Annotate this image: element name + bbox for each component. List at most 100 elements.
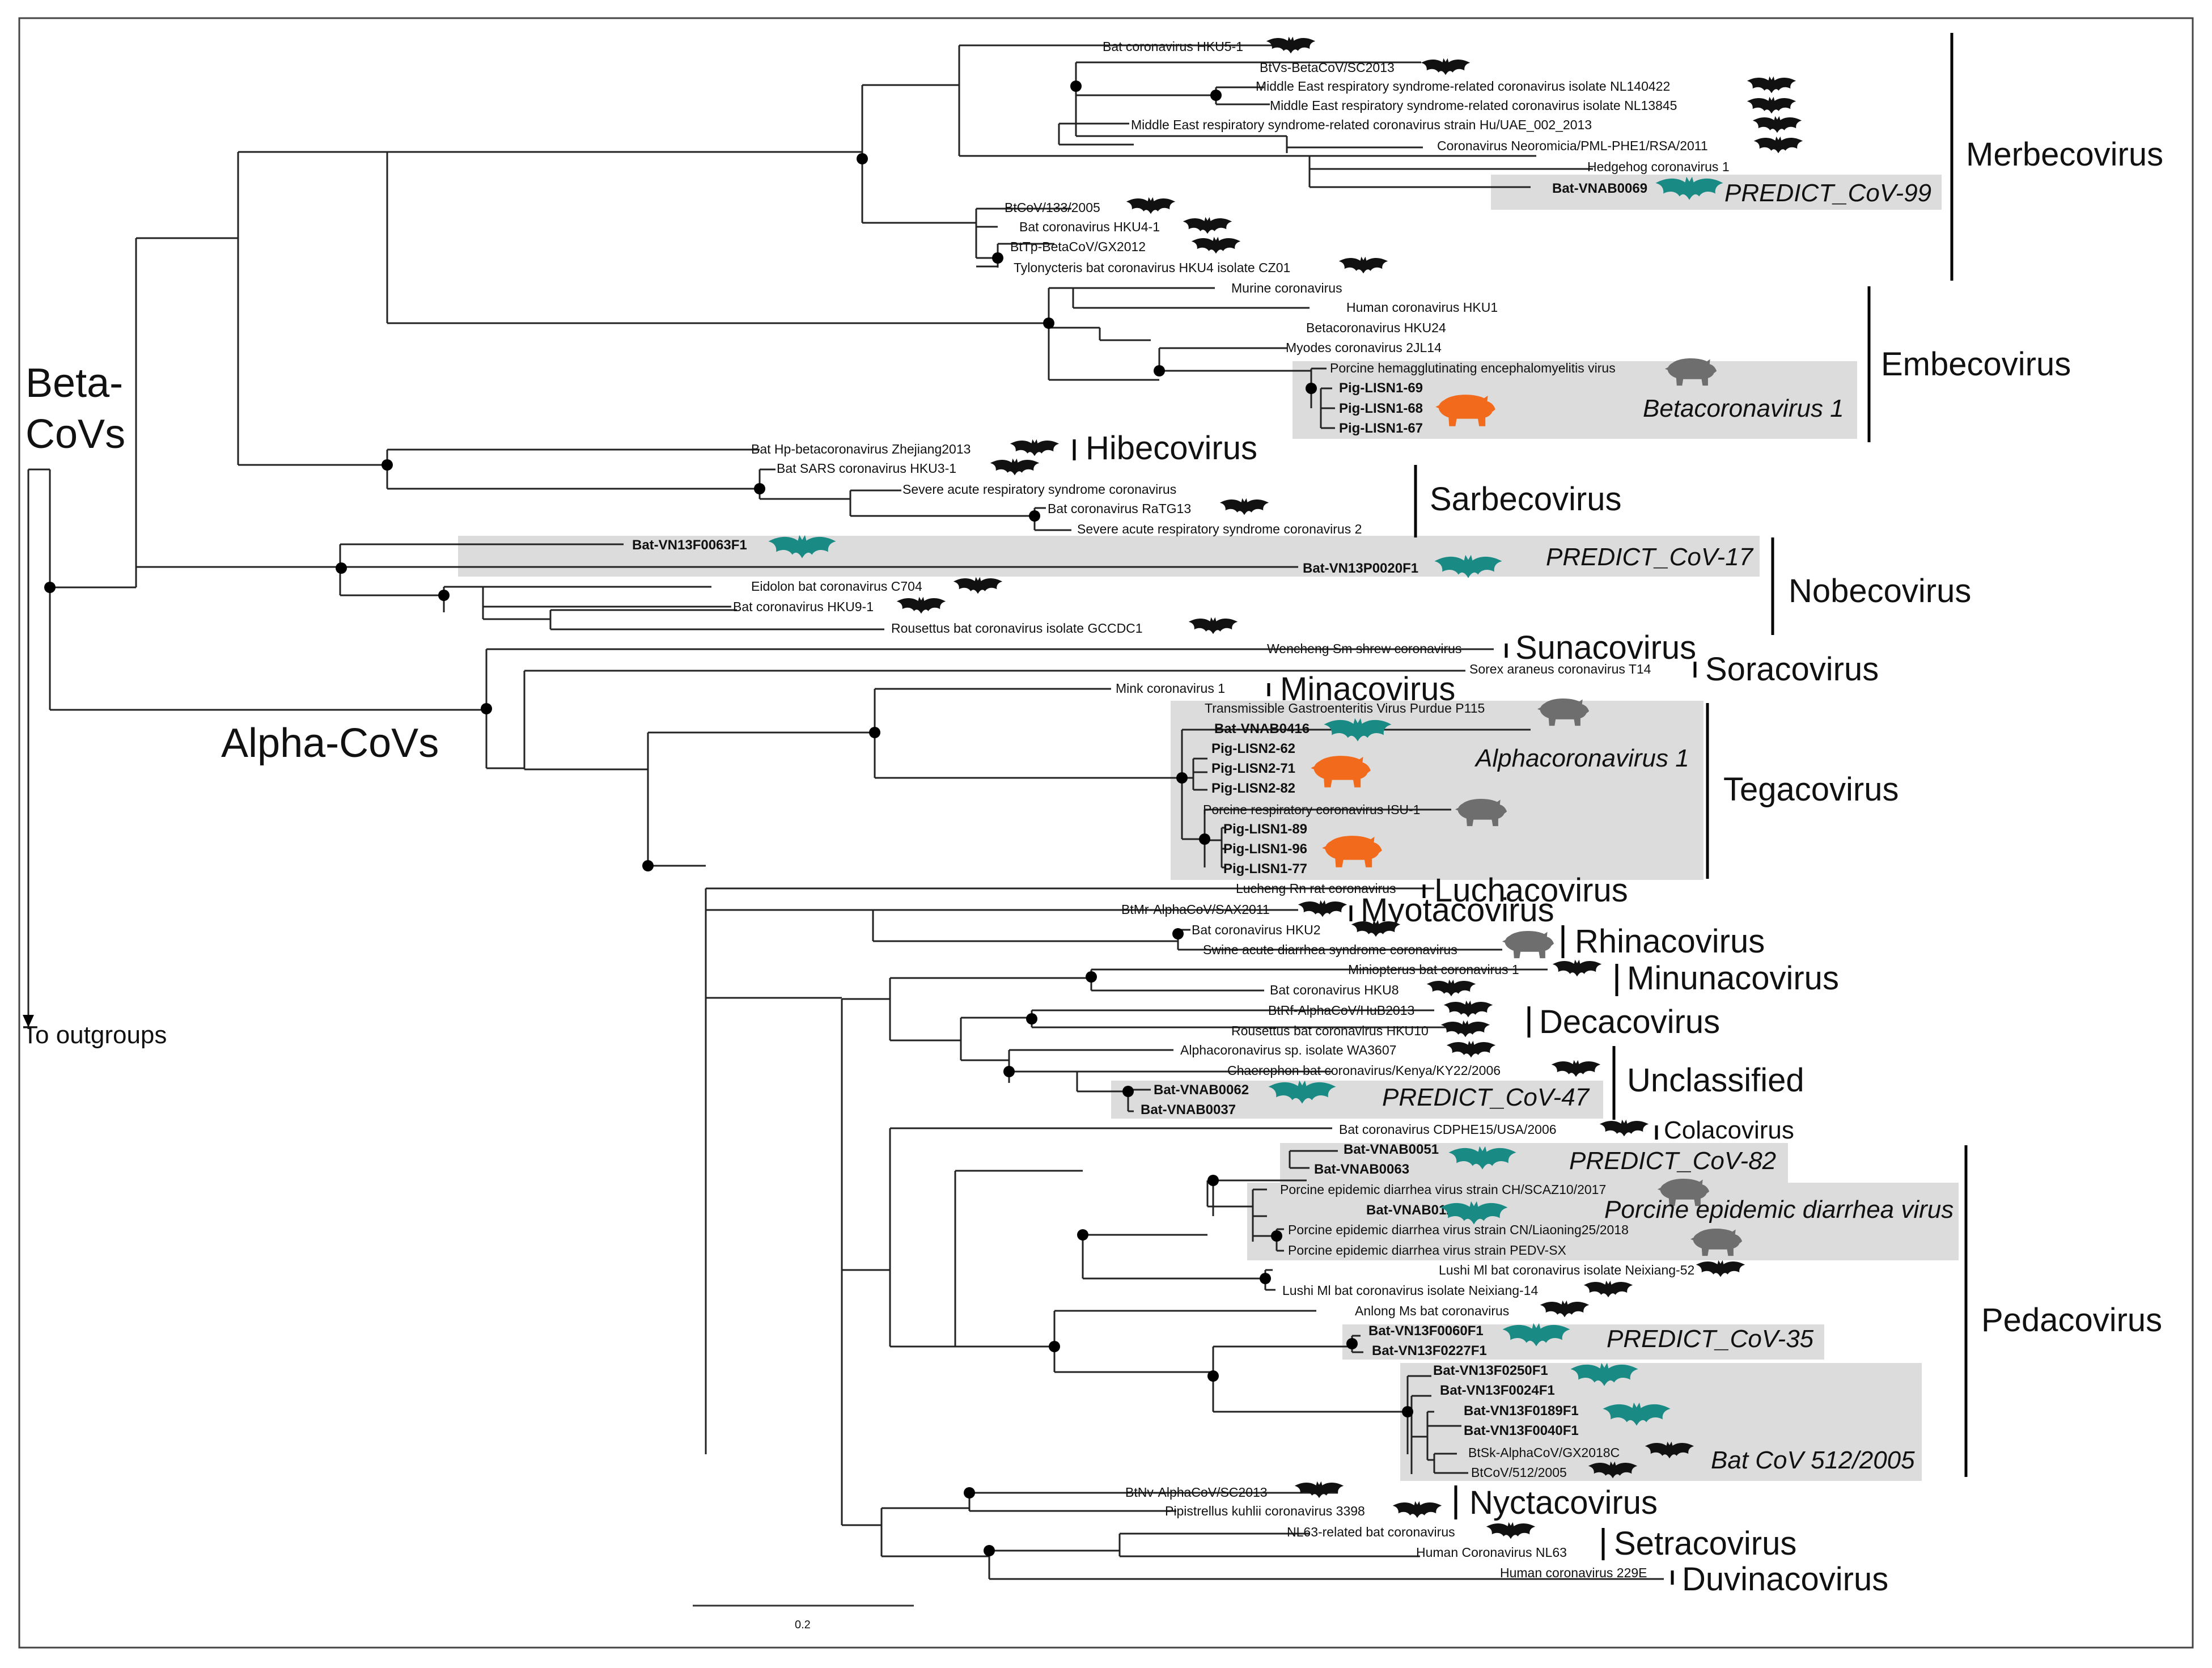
tree-branches xyxy=(27,44,1664,1580)
leaf-label: Coronavirus Neoromicia/PML-PHE1/RSA/2011 xyxy=(1437,138,1708,153)
leaf-label: Middle East respiratory syndrome-related… xyxy=(1131,117,1592,132)
leaf-label: Chaerephon bat coronavirus/Kenya/KY22/20… xyxy=(1227,1063,1501,1078)
leaf-label: Bat-VN13F0227F1 xyxy=(1372,1343,1487,1358)
genus-annotations: Merbecovirus Embecovirus Hibecovirus Sar… xyxy=(1073,33,2163,1598)
leaf-label: Betacoronavirus HKU24 xyxy=(1306,320,1446,335)
leaf-label: Severe acute respiratory syndrome corona… xyxy=(902,482,1176,497)
beta-covs-label-line2: CoVs xyxy=(26,412,125,457)
genus-minacovirus: Minacovirus xyxy=(1280,671,1455,708)
predict35-label: PREDICT_CoV-35 xyxy=(1607,1325,1814,1353)
bat-icon xyxy=(896,596,946,614)
beta-covs-label-line1: Beta- xyxy=(26,361,123,406)
bat-icon xyxy=(1486,1522,1536,1539)
leaf-label: Myodes coronavirus 2JL14 xyxy=(1286,340,1442,355)
genus-nyctacovirus: Nyctacovirus xyxy=(1469,1484,1658,1521)
leaf-label: Bat coronavirus CDPHE15/USA/2006 xyxy=(1339,1122,1557,1137)
leaf-label: BtVs-BetaCoV/SC2013 xyxy=(1260,60,1395,75)
genus-sunacovirus: Sunacovirus xyxy=(1515,629,1696,666)
bat-icon xyxy=(1696,1260,1745,1277)
bat-icon xyxy=(1126,197,1176,214)
highlight-boxes xyxy=(458,175,1959,1481)
betacov1-label: Betacoronavirus 1 xyxy=(1643,395,1844,422)
leaf-label: Pipistrellus kuhlii coronavirus 3398 xyxy=(1165,1504,1365,1518)
bat-icon xyxy=(1552,959,1602,977)
leaf-label: Bat-VN13F0250F1 xyxy=(1433,1363,1548,1378)
bat-icon xyxy=(1183,217,1232,234)
tree-nodes xyxy=(44,81,1413,1556)
batcov512-label: Bat CoV 512/2005 xyxy=(1711,1446,1915,1474)
leaf-label: Pig-LISN1-77 xyxy=(1223,861,1307,877)
predict99-label: PREDICT_CoV-99 xyxy=(1724,179,1931,207)
leaf-label: Severe acute respiratory syndrome corona… xyxy=(1077,522,1362,536)
leaf-label: Porcine respiratory coronavirus ISU-1 xyxy=(1203,802,1420,817)
pedv-label: Porcine epidemic diarrhea virus xyxy=(1604,1196,1953,1224)
genus-hibecovirus: Hibecovirus xyxy=(1086,430,1257,467)
genus-sarbecovirus: Sarbecovirus xyxy=(1430,481,1621,518)
genus-duvinacovirus: Duvinacovirus xyxy=(1682,1561,1888,1598)
leaf-label: Rousettus bat coronavirus isolate GCCDC1 xyxy=(891,621,1143,636)
bat-icon xyxy=(1219,498,1269,515)
leaf-label: Bat Hp-betacoronavirus Zhejiang2013 xyxy=(751,442,971,456)
leaf-label: Middle East respiratory syndrome-related… xyxy=(1270,98,1677,113)
leaf-label: Bat-VNAB0062 xyxy=(1154,1082,1249,1098)
genus-minunacovirus: Minunacovirus xyxy=(1627,960,1839,997)
leaf-label: BtTp-BetaCoV/GX2012 xyxy=(1010,239,1146,254)
bat-icon xyxy=(1747,96,1796,114)
leaf-label: Bat-VN13F0189F1 xyxy=(1464,1403,1579,1419)
genus-pedacovirus: Pedacovirus xyxy=(1981,1302,2162,1339)
leaf-label: Swine acute diarrhea syndrome coronaviru… xyxy=(1203,942,1457,957)
leaf-label: NL63-related bat coronavirus xyxy=(1287,1525,1455,1539)
bat-icon xyxy=(1752,116,1802,133)
leaf-label: Bat-VNAB0037 xyxy=(1141,1102,1236,1117)
leaf-label: Pig-LISN2-71 xyxy=(1211,761,1295,776)
bat-icon xyxy=(1540,1300,1590,1318)
genus-merbecovirus: Merbecovirus xyxy=(1966,136,2163,173)
leaf-label: BtCoV/512/2005 xyxy=(1471,1465,1567,1480)
leaf-label: Porcine hemagglutinating encephalomyelit… xyxy=(1330,361,1616,375)
genus-setracovirus: Setracovirus xyxy=(1614,1525,1796,1562)
bat-icon xyxy=(1298,900,1347,917)
leaf-label: Bat-VNAB0063 xyxy=(1314,1162,1409,1177)
genus-tegacovirus: Tegacovirus xyxy=(1723,771,1899,808)
bat-icon xyxy=(1443,1000,1493,1018)
leaf-label: Human coronavirus HKU1 xyxy=(1346,300,1498,315)
genus-soracovirus: Soracovirus xyxy=(1705,651,1879,688)
leaf-label: Bat-VN13F0060F1 xyxy=(1368,1323,1484,1339)
leaf-label: Hedgehog coronavirus 1 xyxy=(1587,159,1730,174)
alphacov1-label: Alphacoronavirus 1 xyxy=(1474,744,1689,772)
leaf-label: Bat-VN13F0063F1 xyxy=(632,537,747,553)
scale-bar-label: 0.2 xyxy=(795,1619,811,1631)
bat-icon xyxy=(1421,58,1471,75)
leaf-label: Porcine epidemic diarrhea virus strain C… xyxy=(1280,1182,1606,1197)
leaf-label: Anlong Ms bat coronavirus xyxy=(1355,1303,1509,1318)
genus-embecovirus: Embecovirus xyxy=(1881,346,2071,383)
leaf-label: Lushi Ml bat coronavirus isolate Neixian… xyxy=(1439,1263,1694,1277)
leaf-label: Rousettus bat coronavirus HKU10 xyxy=(1231,1023,1429,1038)
leaf-label: Porcine epidemic diarrhea virus strain P… xyxy=(1288,1243,1566,1258)
leaf-label: BtSk-AlphaCoV/GX2018C xyxy=(1468,1445,1620,1460)
genus-myotacovirus: Myotacovirus xyxy=(1361,892,1554,929)
leaf-label: Porcine epidemic diarrhea virus strain C… xyxy=(1288,1222,1629,1237)
leaf-label: Transmissible Gastroenteritis Virus Purd… xyxy=(1205,701,1485,716)
figure-frame xyxy=(18,17,2194,1649)
genus-nobecovirus: Nobecovirus xyxy=(1789,573,1971,609)
alpha-covs-label: Alpha-CoVs xyxy=(221,721,439,766)
leaf-label: Mink coronavirus 1 xyxy=(1116,681,1225,696)
leaf-label: Bat coronavirus HKU4-1 xyxy=(1019,219,1160,234)
leaf-label: Pig-LISN1-67 xyxy=(1339,421,1423,436)
genus-decacovirus: Decacovirus xyxy=(1539,1004,1720,1040)
bat-icon xyxy=(1392,1501,1442,1518)
leaf-label: Pig-LISN2-62 xyxy=(1211,741,1295,756)
leaf-label: Lucheng Rn rat coronavirus xyxy=(1236,881,1396,896)
leaf-label: BtCoV/133/2005 xyxy=(1005,200,1100,215)
leaf-label: Human coronavirus 229E xyxy=(1500,1565,1647,1580)
leaf-label: Bat coronavirus HKU9-1 xyxy=(733,599,874,614)
leaf-label: Bat coronavirus HKU2 xyxy=(1192,922,1321,937)
bat-icon xyxy=(1294,1481,1344,1498)
genus-rhinacovirus: Rhinacovirus xyxy=(1575,923,1765,960)
predict82-label: PREDICT_CoV-82 xyxy=(1569,1147,1776,1175)
genus-luchacovirus: Luchacovirus xyxy=(1434,872,1628,909)
leaf-label: Bat-VNAB0416 xyxy=(1214,721,1310,736)
bat-icon xyxy=(1266,36,1316,54)
